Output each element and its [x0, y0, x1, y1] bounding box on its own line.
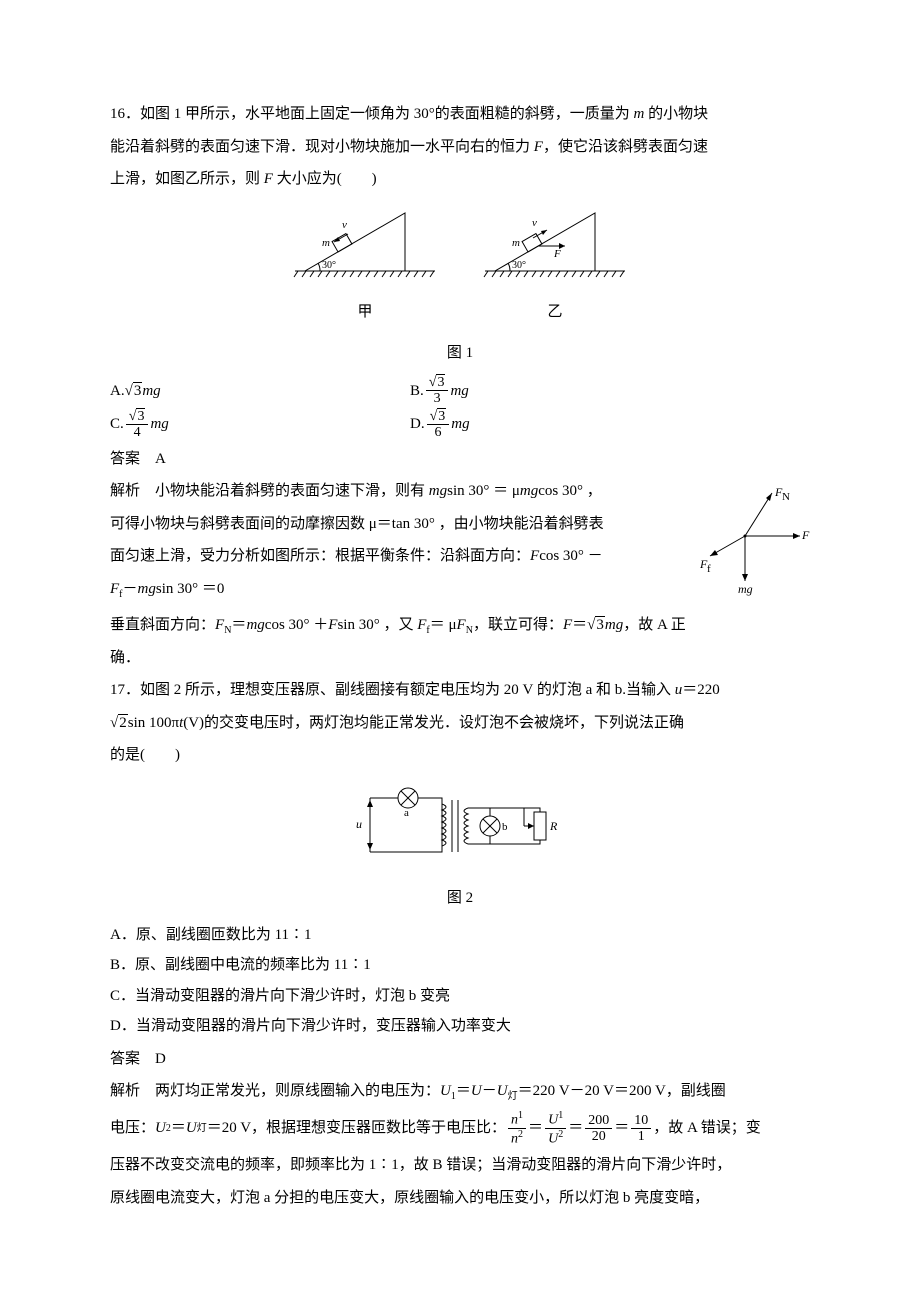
frac-d: 3 6	[427, 409, 450, 441]
frac-200-20: 200 20	[585, 1113, 612, 1145]
q17-options: A．原、副线圈匝数比为 11∶1 B．原、副线圈中电流的频率比为 11∶1 C．…	[110, 921, 810, 1041]
frac-10-1: 10 1	[631, 1113, 651, 1145]
q17-figure: a u b R	[110, 780, 810, 881]
svg-text:N: N	[782, 491, 790, 503]
q16-fig-caption: 图 1	[110, 339, 810, 368]
q16-option-d: D. 3 6 mg	[410, 409, 470, 441]
q17-option-c: C．当滑动变阻器的滑片向下滑少许时，灯泡 b 变亮	[110, 982, 810, 1011]
label-v-right: v	[532, 217, 537, 229]
q17-option-d: D．当滑动变阻器的滑片向下滑少许时，变压器输入功率变大	[110, 1012, 810, 1041]
q17-fig-caption: 图 2	[110, 884, 810, 913]
svg-text:F: F	[801, 528, 810, 542]
q16-figure-right: v m F 30° 乙	[480, 206, 630, 335]
q17-analysis-p2: 电压：U2＝U灯＝20 V，根据理想变压器匝数比等于电压比： n1 n2 ＝ U…	[110, 1110, 810, 1147]
q17-analysis-p3: 压器不改变交流电的频率，即频率比为 1∶1，故 B 错误；当滑动变阻器的滑片向下…	[110, 1151, 810, 1180]
q16-figure-row: v m 30° 甲 v m	[110, 206, 810, 335]
sqrt-3: 3	[125, 377, 143, 406]
q17-option-b: B．原、副线圈中电流的频率比为 11∶1	[110, 951, 810, 980]
bulb-b-label: b	[502, 821, 508, 833]
q17-answer: 答案 D	[110, 1045, 810, 1074]
incline-left-svg: v m 30°	[290, 206, 440, 286]
q17-number: 17．	[110, 682, 140, 698]
var-F: F	[534, 139, 543, 155]
transformer-circuit-svg: a u b R	[350, 780, 570, 870]
q16-stem-line1: 16．如图 1 甲所示，水平地面上固定一倾角为 30°的表面粗糙的斜劈，一质量为…	[110, 100, 810, 129]
q17-analysis-p4: 原线圈电流变大，灯泡 a 分担的电压变大，原线圈输入的电压变小，所以灯泡 b 亮…	[110, 1184, 810, 1213]
var-m: m	[634, 106, 645, 122]
q16-analysis-p6: 确．	[110, 644, 810, 673]
frac-b: 3 3	[426, 375, 449, 407]
label-m-left: m	[322, 237, 330, 249]
label-m-right: m	[512, 237, 520, 249]
q16-figure-left: v m 30° 甲	[290, 206, 440, 335]
q16-analysis: FN F Ff mg 解析 小物块能沿着斜劈的表面匀速下滑，则有 mgsin 3…	[110, 477, 810, 611]
label-F-right: F	[553, 248, 561, 260]
rheostat-R-label: R	[549, 819, 558, 833]
label-angle-right: 30°	[512, 260, 526, 271]
q16-stem-line3: 上滑，如图乙所示，则 F 大小应为( )	[110, 165, 810, 194]
incline-right-svg: v m F 30°	[480, 206, 630, 286]
label-v-left: v	[342, 219, 347, 231]
q16-option-a: A. 3mg	[110, 375, 410, 407]
q16-options-row1: A. 3mg B. 3 3 mg	[110, 375, 810, 407]
frac-u1u2: U1 U2	[545, 1110, 566, 1147]
q17-stem-line2: 2sin 100πt(V)的交变电压时，两灯泡均能正常发光．设灯泡不会被烧坏，下…	[110, 709, 810, 738]
q17-stem-line1: 17．如图 2 所示，理想变压器原、副线圈接有额定电压均为 20 V 的灯泡 a…	[110, 676, 810, 705]
label-angle-left: 30°	[322, 260, 336, 271]
svg-text:f: f	[707, 563, 711, 575]
q17-analysis-p1: 解析 两灯均正常发光，则原线圈输入的电压为：U1＝U－U灯＝220 V－20 V…	[110, 1077, 810, 1106]
q16-options-row2: C. 3 4 mg D. 3 6 mg	[110, 409, 810, 441]
q17-stem-line3: 的是( )	[110, 741, 810, 770]
q16-option-c: C. 3 4 mg	[110, 409, 410, 441]
q17-option-a: A．原、副线圈匝数比为 11∶1	[110, 921, 810, 950]
q16-option-b: B. 3 3 mg	[410, 375, 469, 407]
free-body-diagram: FN F Ff mg	[700, 481, 810, 607]
q16-stem-line2: 能沿着斜劈的表面匀速下滑．现对小物块施加一水平向右的恒力 F，使它沿该斜劈表面匀…	[110, 133, 810, 162]
fig-left-label: 甲	[290, 298, 440, 327]
svg-text:mg: mg	[738, 582, 753, 596]
bulb-a-label: a	[404, 807, 409, 819]
frac-n1n2: n1 n2	[508, 1110, 526, 1147]
frac-c: 3 4	[126, 409, 149, 441]
q16-answer: 答案 A	[110, 445, 810, 474]
q16-number: 16．	[110, 106, 140, 122]
fig-right-label: 乙	[480, 298, 630, 327]
voltage-u-label: u	[356, 817, 362, 831]
q16-analysis-p5: 垂直斜面方向：FN＝mgcos 30° ＋Fsin 30° ，又 Ff＝ μFN…	[110, 611, 810, 640]
